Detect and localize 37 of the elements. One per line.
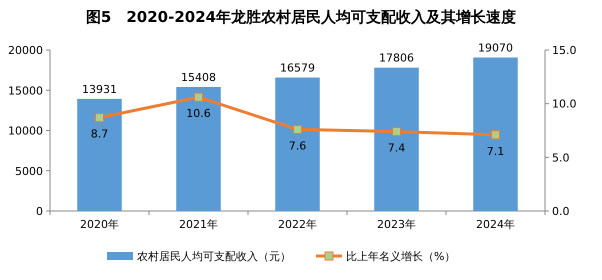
- chart-title: 图5 2020-2024年龙胜农村居民人均可支配收入及其增长速度: [86, 8, 516, 26]
- y-tick-label: 15000: [8, 84, 43, 98]
- point: [95, 113, 104, 122]
- y2-tick-label: 15.0: [552, 44, 576, 57]
- point: [392, 127, 401, 136]
- bar: [473, 57, 518, 211]
- y2-tick-label: 5.0: [552, 151, 570, 164]
- x-tick-label: 2022年: [278, 218, 317, 231]
- y2-tick-label: 0.0: [552, 205, 570, 218]
- x-tick-label: 2023年: [377, 218, 416, 231]
- bar: [275, 78, 320, 211]
- data-label: 7.6: [288, 139, 306, 152]
- point: [293, 124, 302, 134]
- bar: [374, 68, 419, 211]
- legend-label: 农村居民人均可支配收入（元）: [137, 250, 291, 263]
- legend-label: 比上年名义增长（%）: [346, 250, 456, 263]
- y2-tick-label: 10.0: [552, 98, 576, 111]
- data-label: 16579: [280, 62, 315, 75]
- data-label: 10.6: [186, 107, 211, 120]
- data-label: 17806: [379, 52, 414, 65]
- data-label: 7.1: [486, 144, 504, 158]
- data-label: 15408: [181, 70, 216, 84]
- data-label: 13931: [82, 82, 117, 96]
- bar: [77, 98, 122, 211]
- data-label: 19070: [478, 41, 513, 54]
- x-tick-label: 2021年: [179, 218, 218, 231]
- point: [491, 130, 500, 140]
- y-tick-label: 10000: [8, 124, 43, 138]
- y-tick-label: 0: [36, 205, 43, 218]
- x-tick-label: 2020年: [80, 218, 119, 231]
- x-tick-label: 2024年: [476, 218, 515, 231]
- y-tick-label: 20000: [8, 44, 43, 57]
- bar: [176, 86, 221, 211]
- point: [194, 92, 203, 102]
- y-tick-label: 5000: [15, 164, 43, 178]
- data-label: 8.7: [90, 128, 108, 141]
- data-label: 7.4: [388, 142, 406, 155]
